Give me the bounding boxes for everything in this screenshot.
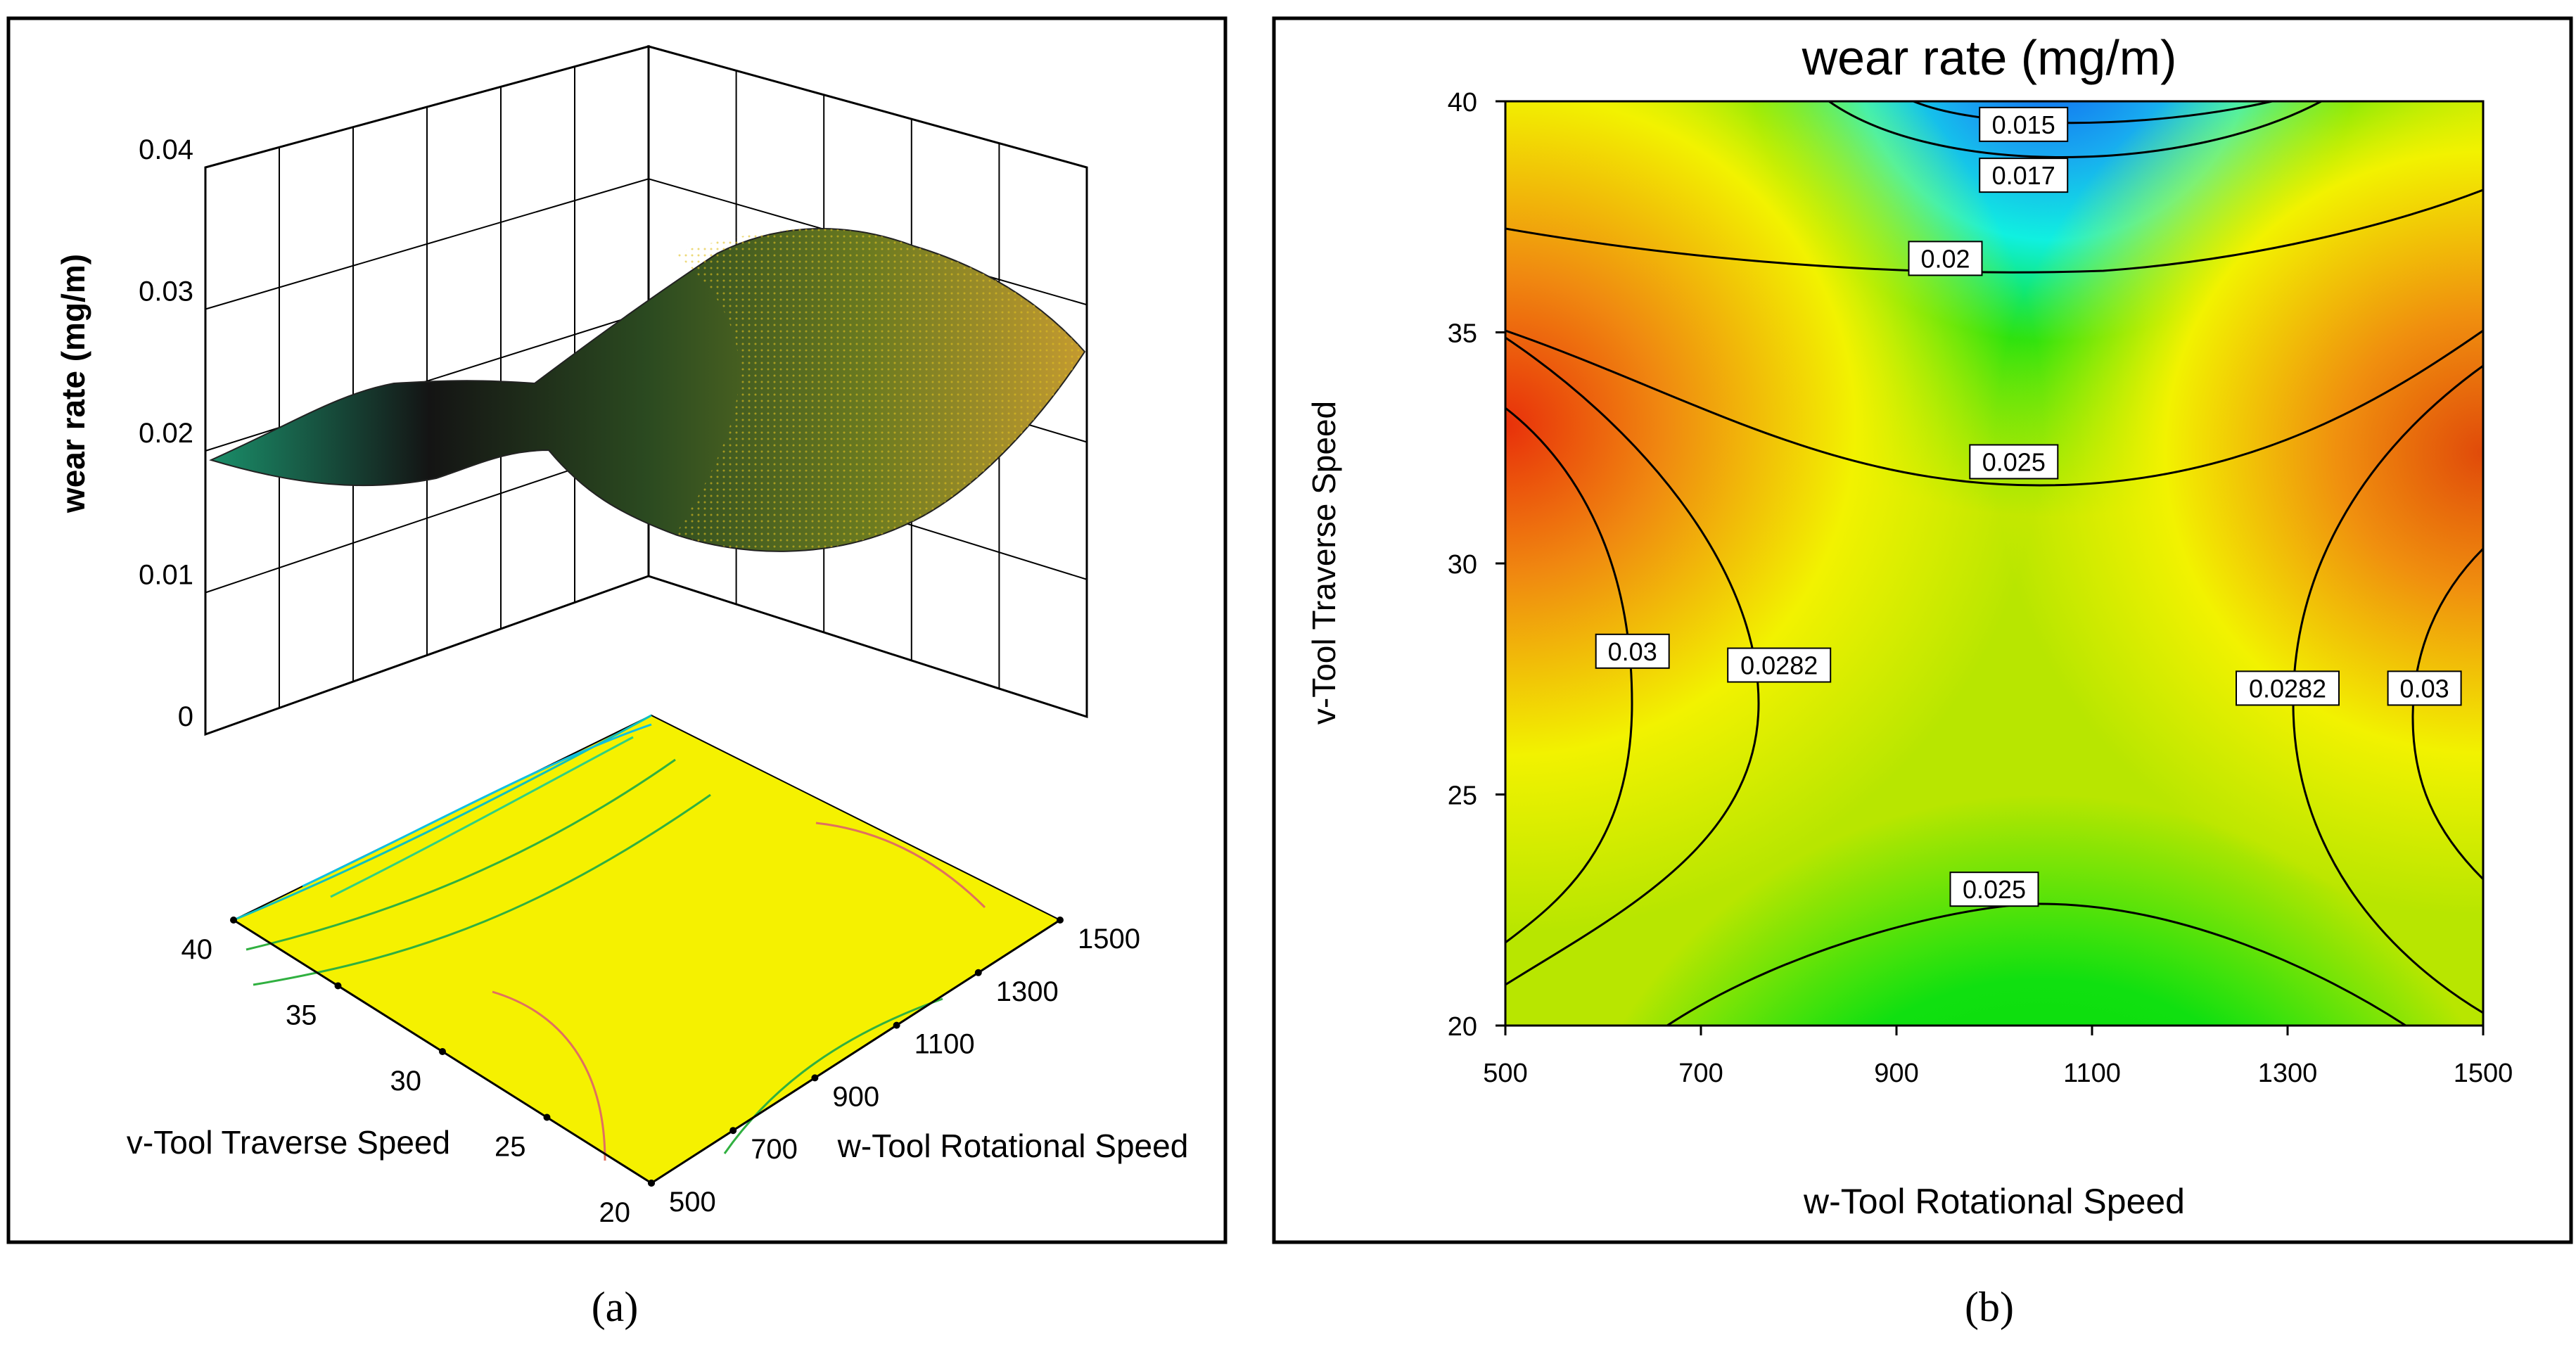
contour-label: 0.017 — [1992, 161, 2055, 190]
panel-b-frame — [1272, 16, 2573, 1244]
contour-label-box — [1979, 106, 2069, 142]
y-tick-label: 40 — [181, 934, 213, 965]
contour-label: 0.025 — [1982, 447, 2046, 476]
x-tick-label: 1100 — [2063, 1059, 2121, 1088]
y-axis-label: v-Tool Traverse Speed — [127, 1124, 450, 1161]
x-tick-label: 500 — [669, 1187, 716, 1218]
x-tick-label: 1300 — [2258, 1059, 2318, 1088]
x-tick-mark — [648, 1180, 655, 1187]
x-tick-label: 900 — [1874, 1059, 1918, 1088]
y-tick-label: 35 — [286, 1000, 317, 1031]
x-tick-mark — [893, 1021, 900, 1029]
contour-label-box — [2236, 670, 2340, 706]
y-tick-label: 35 — [1448, 319, 1477, 349]
y-tick-mark — [230, 917, 237, 924]
caption-a: (a) — [592, 1284, 639, 1330]
x-tick-mark — [1057, 917, 1064, 924]
panel-b-ticks: 500 700 900 1100 1300 1500 20 25 30 35 40 — [1448, 88, 2513, 1088]
y-tick-mark — [543, 1113, 551, 1121]
contour-label: 0.02 — [1920, 244, 1970, 273]
x-tick-label: 1100 — [914, 1029, 975, 1060]
contour-label: 0.025 — [1963, 875, 2026, 904]
surface-plot-3d: 0 0.01 0.02 0.03 0.04 20 25 30 35 40 500 700 900 1100… — [55, 45, 1189, 1228]
x-tick-label: 1300 — [996, 976, 1059, 1007]
contour-label: 0.03 — [2400, 674, 2449, 703]
z-tick-label: 0.02 — [139, 418, 193, 449]
z-tick-label: 0.03 — [139, 276, 193, 307]
z-grid-line — [205, 45, 1088, 168]
x-tick-mark — [729, 1127, 737, 1135]
contour-label-box — [1979, 158, 2069, 193]
floor-contour — [231, 714, 1062, 1185]
contour-label-box — [1949, 872, 2039, 907]
y-axis-label: v-Tool Traverse Speed — [1306, 401, 1342, 724]
contour-label-box — [1727, 647, 1832, 683]
x-tick-label: 500 — [1483, 1059, 1527, 1088]
x-tick-label: 1500 — [2454, 1059, 2513, 1088]
floor-contour-lines — [233, 714, 986, 1161]
contour-label: 0.0282 — [1740, 651, 1818, 680]
contour-label: 0.0282 — [2249, 674, 2326, 703]
y-tick-label: 25 — [495, 1132, 526, 1163]
contour-fill — [1505, 101, 2483, 1026]
x-axis-label: w-Tool Rotational Speed — [837, 1128, 1189, 1164]
x-tick-label: 700 — [751, 1134, 798, 1165]
x-axis-label: w-Tool Rotational Speed — [1803, 1182, 2185, 1221]
x-tick-mark — [974, 969, 982, 976]
y-tick-mark — [439, 1048, 446, 1055]
x-tick-label: 900 — [832, 1081, 879, 1112]
z-tick-label: 0.04 — [139, 134, 193, 165]
contour-label-box — [1908, 241, 1983, 276]
contour-labels: 0.015 0.017 0.02 0.025 0.03 0.0282 0.0282 0.03 0… — [1595, 106, 2462, 907]
x-tick-label: 700 — [1678, 1059, 1723, 1088]
z-axis-label: wear rate (mg/m) — [55, 254, 91, 513]
panel-a-ticks: 0 0.01 0.02 0.03 0.04 20 25 30 35 40 500 700 900 1100… — [139, 134, 1140, 1228]
y-tick-label: 40 — [1448, 88, 1477, 117]
contour-label-box — [1595, 633, 1670, 669]
y-tick-label: 30 — [390, 1066, 422, 1097]
z-grid-line — [205, 575, 1088, 735]
contour-label: 0.015 — [1992, 110, 2055, 139]
z-tick-label: 0 — [178, 701, 193, 732]
y-tick-label: 30 — [1448, 550, 1477, 580]
caption-b: (b) — [1965, 1284, 2014, 1330]
panel-a-frame — [6, 16, 1228, 1244]
y-tick-mark — [334, 982, 342, 990]
contour-plot: wear rate (mg/m) 0.015 0.017 0.02 0.025 0.03… — [1306, 30, 2513, 1221]
y-tick-label: 20 — [1448, 1012, 1477, 1042]
z-tick-label: 0.01 — [139, 560, 193, 591]
contour-label: 0.03 — [1608, 637, 1657, 666]
y-tick-label: 25 — [1448, 781, 1477, 811]
y-tick-label: 20 — [599, 1197, 631, 1228]
surface-highlights — [675, 229, 1085, 551]
contour-label-box — [2387, 670, 2462, 706]
x-tick-mark — [811, 1074, 819, 1082]
contour-label-box — [1969, 444, 2059, 480]
chart-title: wear rate (mg/m) — [1802, 30, 2177, 85]
x-tick-label: 1500 — [1078, 924, 1140, 955]
